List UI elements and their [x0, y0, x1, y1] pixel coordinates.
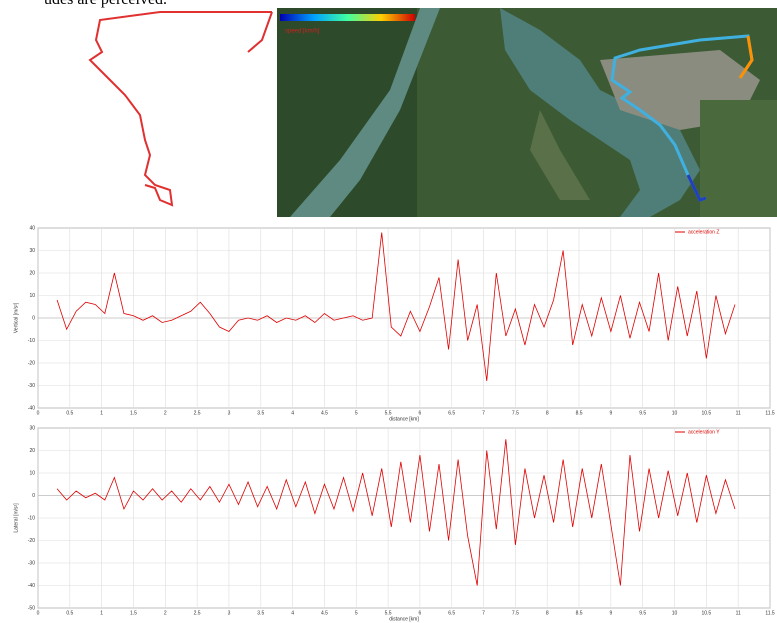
x-tick-label: 9 [609, 610, 612, 616]
x-tick-label: 4 [291, 410, 294, 416]
satellite-map: speed [km/h] [277, 8, 777, 217]
y-tick-label: -10 [28, 515, 35, 521]
x-tick-label: 10 [672, 410, 678, 416]
y-tick-label: -40 [28, 583, 35, 589]
y-tick-label: 40 [29, 225, 35, 231]
y-tick-label: 30 [29, 425, 35, 431]
figure-canvas: speed [km/h] -40-30-20-1001020304000.511… [0, 0, 777, 623]
x-tick-label: 3 [228, 410, 231, 416]
colorbar-label: speed [km/h] [285, 29, 320, 35]
trajectory [90, 12, 272, 205]
x-tick-label: 3.5 [257, 410, 264, 416]
y-axis-label: Vertical [m/s²] [13, 302, 19, 333]
x-tick-label: 3.5 [257, 610, 264, 616]
x-tick-label: 7 [482, 610, 485, 616]
y-tick-label: 0 [32, 493, 35, 499]
x-tick-label: 6.5 [448, 610, 455, 616]
x-tick-label: 4.5 [321, 610, 328, 616]
y-tick-label: 10 [29, 470, 35, 476]
x-tick-label: 9 [609, 410, 612, 416]
x-tick-label: 11.5 [765, 410, 775, 416]
x-tick-label: 8 [546, 410, 549, 416]
x-tick-label: 8.5 [576, 410, 583, 416]
x-tick-label: 0.5 [66, 410, 73, 416]
y-tick-label: -50 [28, 605, 35, 611]
x-tick-label: 4.5 [321, 410, 328, 416]
x-tick-label: 1 [100, 610, 103, 616]
y-tick-label: -30 [28, 560, 35, 566]
x-tick-label: 0 [37, 410, 40, 416]
x-axis-label: distance [km] [389, 616, 419, 622]
x-tick-label: 5 [355, 610, 358, 616]
x-tick-label: 8.5 [576, 610, 583, 616]
y-tick-label: -10 [28, 338, 35, 344]
x-tick-label: 10 [672, 610, 678, 616]
x-tick-label: 10.5 [701, 610, 711, 616]
x-tick-label: 7 [482, 410, 485, 416]
x-tick-label: 7.5 [512, 410, 519, 416]
y-tick-label: -30 [28, 383, 35, 389]
colorbar [280, 14, 415, 21]
x-tick-label: 11 [736, 610, 741, 616]
figure: udes are perceived. speed [km/h] -40 [0, 0, 777, 623]
x-tick-label: 2 [164, 610, 167, 616]
x-tick-label: 1.5 [130, 610, 137, 616]
x-tick-label: 2.5 [194, 410, 201, 416]
legend-label: acceleration Z [688, 229, 719, 235]
x-tick-label: 1.5 [130, 410, 137, 416]
y-tick-label: 20 [29, 270, 35, 276]
x-tick-label: 2.5 [194, 610, 201, 616]
x-axis-label: distance [km] [389, 416, 419, 422]
y-tick-label: -40 [28, 405, 35, 411]
legend-label: acceleration Y [688, 429, 720, 435]
x-tick-label: 1 [100, 410, 103, 416]
x-tick-label: 8 [546, 610, 549, 616]
x-tick-label: 11 [736, 410, 741, 416]
x-tick-label: 6.5 [448, 410, 455, 416]
x-tick-label: 10.5 [701, 410, 711, 416]
y-tick-label: 0 [32, 315, 35, 321]
x-tick-label: 3 [228, 610, 231, 616]
x-tick-label: 6 [419, 410, 422, 416]
y-tick-label: 10 [29, 293, 35, 299]
x-tick-label: 0 [37, 610, 40, 616]
y-tick-label: 20 [29, 448, 35, 454]
x-tick-label: 9.5 [639, 410, 646, 416]
y-axis-label: Lateral [m/s²] [13, 503, 19, 533]
x-tick-label: 7.5 [512, 610, 519, 616]
x-tick-label: 6 [419, 610, 422, 616]
x-tick-label: 0.5 [66, 610, 73, 616]
x-tick-label: 4 [291, 610, 294, 616]
x-tick-label: 5 [355, 410, 358, 416]
x-tick-label: 11.5 [765, 610, 775, 616]
y-tick-label: -20 [28, 360, 35, 366]
y-tick-label: 30 [29, 248, 35, 254]
x-tick-label: 9.5 [639, 610, 646, 616]
y-tick-label: -20 [28, 538, 35, 544]
x-tick-label: 2 [164, 410, 167, 416]
